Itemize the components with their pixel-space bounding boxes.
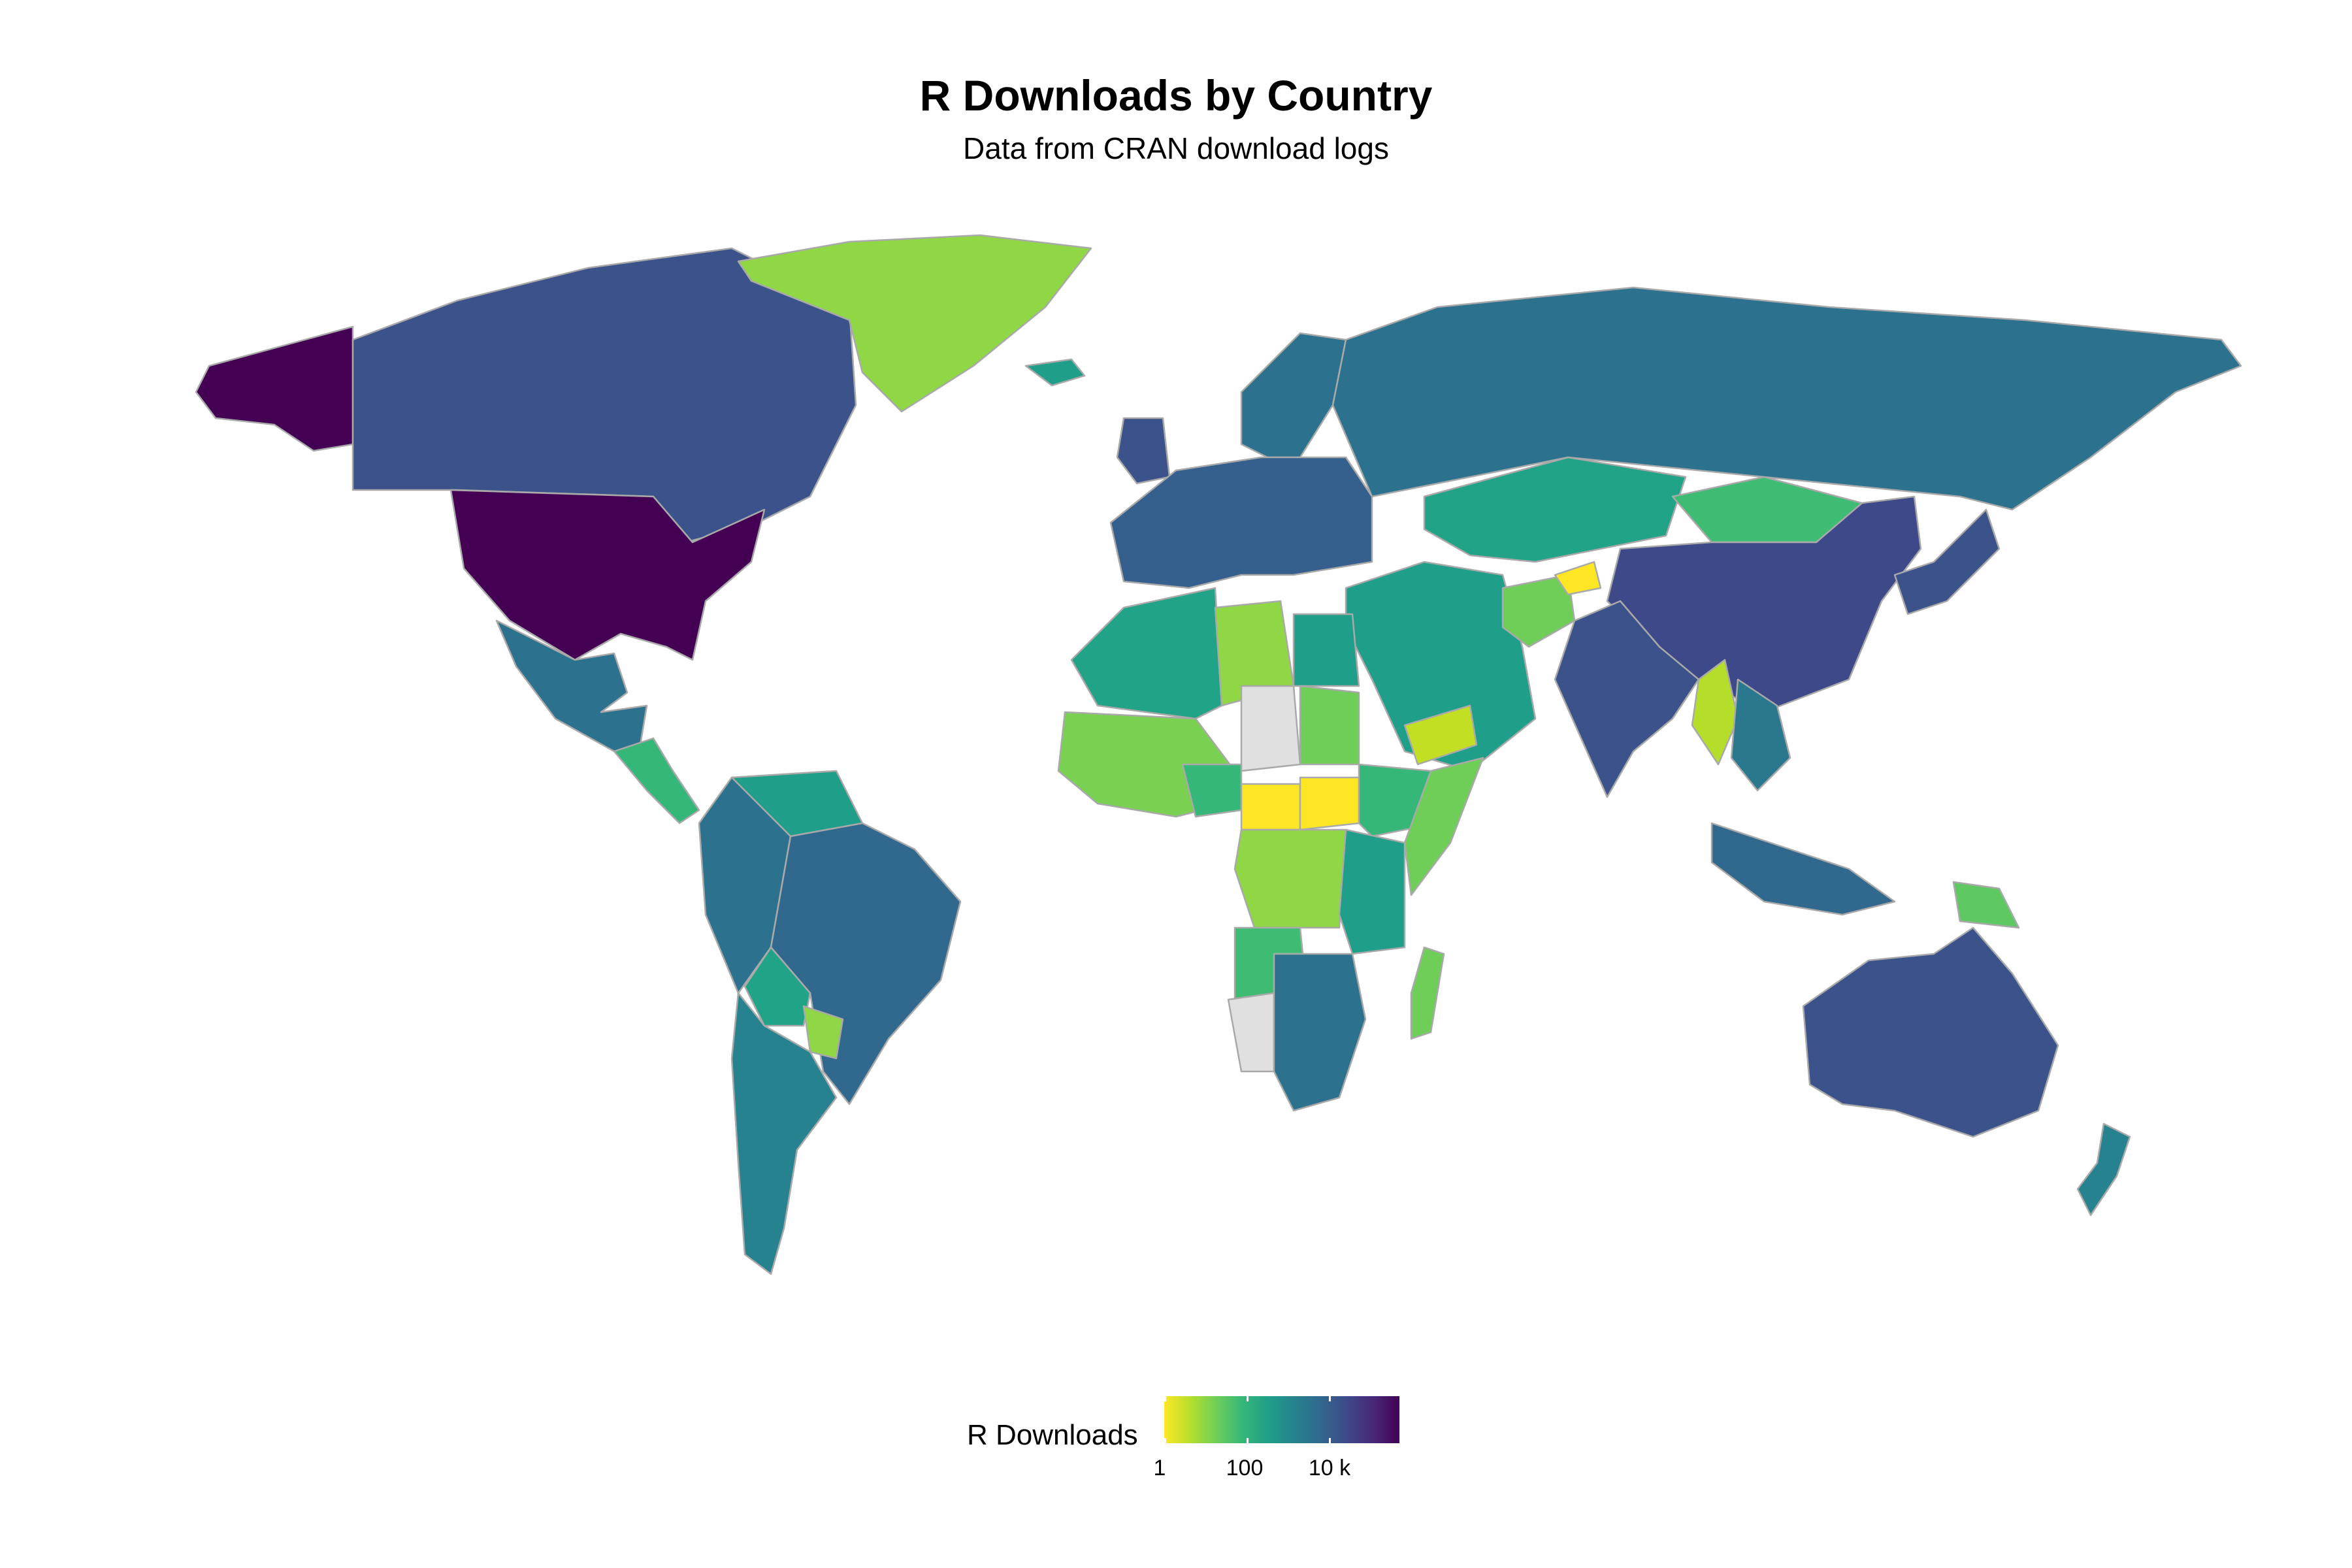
region-india[interactable] (1554, 600, 1700, 798)
region-bolivia[interactable] (743, 946, 811, 1027)
legend-tick-mark-100-bottom (1247, 1438, 1249, 1443)
region-southern-africa[interactable] (1273, 953, 1367, 1112)
legend-title: R Downloads (967, 1419, 1138, 1451)
region-kazakhstan[interactable] (1423, 456, 1687, 563)
region-indonesia[interactable] (1710, 822, 1896, 916)
region-central-america[interactable] (613, 737, 700, 825)
region-russia[interactable] (1331, 286, 2242, 511)
region-north-africa[interactable] (1070, 587, 1223, 720)
region-middle-east[interactable] (1345, 561, 1537, 772)
region-madagascar[interactable] (1410, 946, 1445, 1040)
region-kenya-tanzania[interactable] (1338, 828, 1406, 955)
region-australia[interactable] (1802, 926, 2059, 1138)
region-central-african-republic[interactable] (1240, 783, 1301, 831)
region-chad[interactable] (1240, 685, 1301, 772)
region-alaska[interactable] (195, 325, 354, 452)
region-argentina-chile[interactable] (730, 992, 838, 1275)
region-south-sudan[interactable] (1299, 776, 1360, 831)
region-yemen[interactable] (1403, 704, 1478, 766)
legend-tick-mark-10k (1329, 1396, 1331, 1401)
region-southeast-asia[interactable] (1730, 678, 1791, 792)
region-iceland[interactable] (1024, 358, 1086, 387)
region-united-kingdom[interactable] (1116, 417, 1171, 485)
region-pakistan[interactable] (1554, 561, 1602, 596)
region-dr-congo[interactable] (1233, 828, 1347, 929)
region-namibia[interactable] (1227, 992, 1275, 1073)
region-new-zealand[interactable] (2076, 1122, 2131, 1217)
region-japan-korea[interactable] (1893, 508, 2001, 615)
legend-colorbar (1164, 1396, 1399, 1443)
legend-tick-mark-10k-bottom (1329, 1438, 1331, 1443)
region-somalia[interactable] (1403, 757, 1484, 896)
region-scandinavia[interactable] (1240, 332, 1347, 459)
region-papua-new-guinea[interactable] (1952, 881, 2020, 929)
region-paraguay[interactable] (802, 1005, 844, 1060)
legend-tick-1: 1 (1153, 1456, 1166, 1480)
region-sudan[interactable] (1299, 685, 1360, 766)
legend-tick-10k: 10 k (1308, 1456, 1351, 1480)
map-subtitle: Data from CRAN download logs (963, 131, 1389, 165)
region-mexico[interactable] (495, 619, 648, 753)
legend-tick-mark-1-bottom (1164, 1438, 1166, 1443)
legend-tick-100: 100 (1226, 1456, 1264, 1480)
map-title: R Downloads by Country (919, 71, 1433, 120)
legend-tick-mark-1 (1164, 1396, 1166, 1401)
region-egypt[interactable] (1292, 613, 1360, 687)
region-greenland[interactable] (737, 234, 1092, 413)
legend-tick-mark-100 (1247, 1396, 1249, 1401)
region-usa[interactable] (449, 489, 766, 661)
region-myanmar[interactable] (1691, 659, 1739, 766)
region-europe[interactable] (1109, 456, 1373, 589)
